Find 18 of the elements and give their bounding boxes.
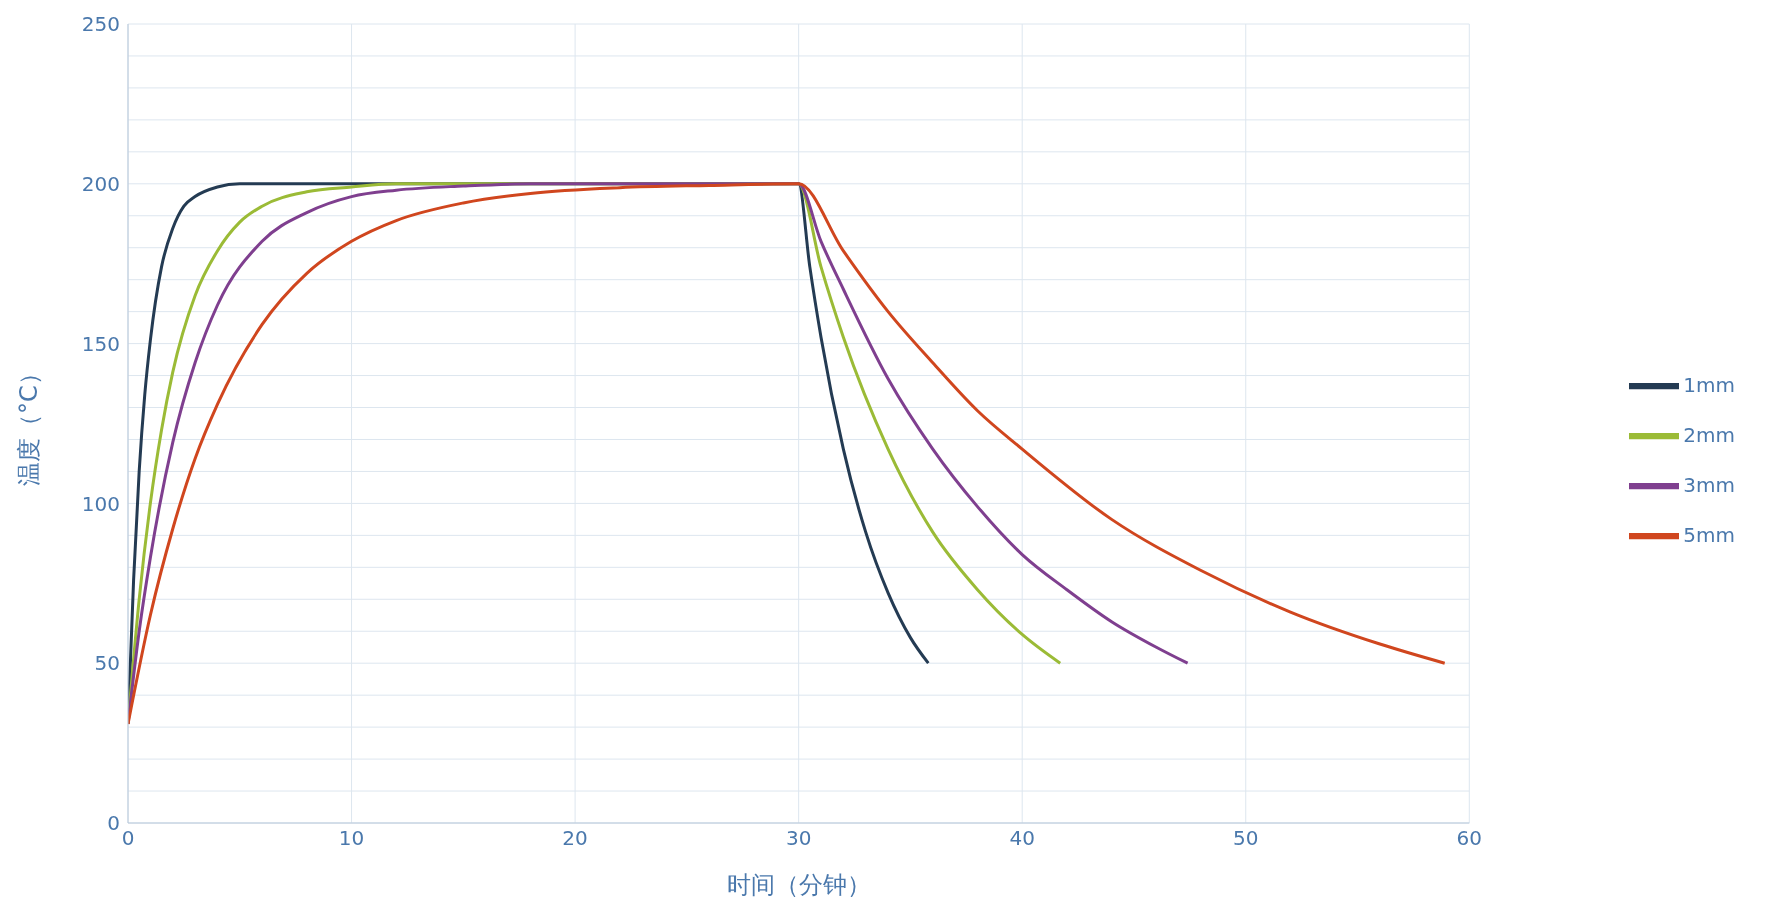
- y-tick-label: 200: [81, 171, 120, 196]
- x-axis-title: 时间（分钟）: [726, 871, 871, 899]
- x-tick-label: 40: [1009, 826, 1035, 851]
- line-series: [128, 182, 1447, 726]
- x-tick-label: 10: [338, 826, 365, 851]
- x-tick-label: 30: [785, 826, 812, 851]
- x-tick-label: 20: [562, 826, 588, 851]
- x-tick-label: 60: [1456, 826, 1483, 851]
- y-tick-label: 250: [81, 12, 120, 37]
- y-axis-title: 温度（°C）: [14, 361, 43, 486]
- y-tick-label: 100: [81, 491, 120, 516]
- legend-label: 5mm: [1683, 522, 1735, 546]
- legend-label: 3mm: [1683, 472, 1735, 496]
- legend-label: 1mm: [1683, 372, 1735, 396]
- legend-label: 2mm: [1683, 422, 1735, 446]
- y-tick-label: 150: [81, 331, 120, 356]
- y-tick-label: 50: [94, 651, 120, 676]
- x-tick-label: 50: [1233, 826, 1259, 851]
